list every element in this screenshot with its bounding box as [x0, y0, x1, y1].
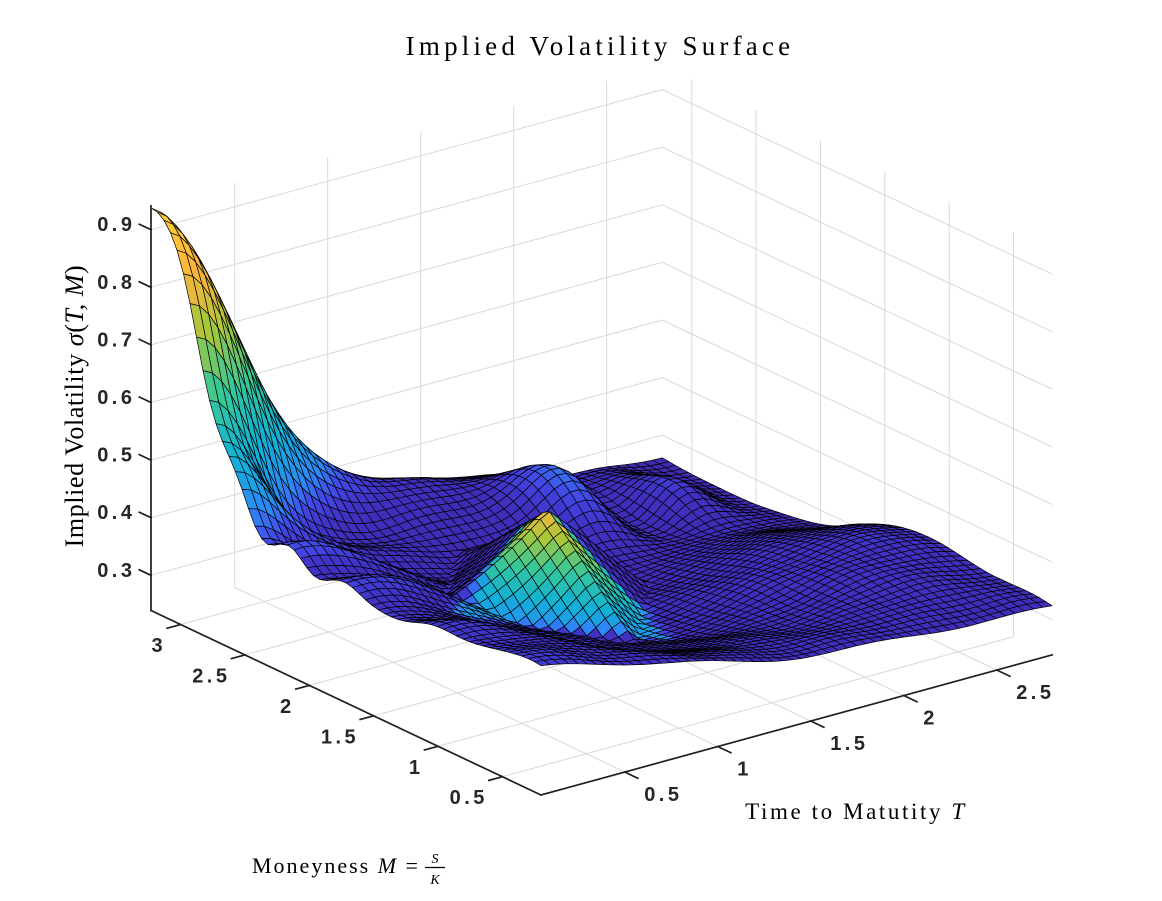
- svg-text:K: K: [429, 873, 440, 888]
- svg-text:Moneyness M =: Moneyness M =: [252, 853, 420, 878]
- svg-text:0.4: 0.4: [97, 502, 135, 524]
- svg-text:0.8: 0.8: [97, 272, 135, 294]
- svg-text:Implied Volatility Surface: Implied Volatility Surface: [406, 31, 795, 61]
- svg-text:0.5: 0.5: [644, 784, 682, 806]
- svg-text:Implied Volatility σ(T, M): Implied Volatility σ(T, M): [60, 265, 89, 548]
- svg-text:S: S: [432, 852, 439, 867]
- svg-text:0.5: 0.5: [97, 445, 135, 467]
- svg-text:0.9: 0.9: [97, 214, 135, 236]
- svg-text:0.3: 0.3: [97, 560, 135, 582]
- svg-text:1: 1: [409, 757, 424, 779]
- svg-text:0.7: 0.7: [97, 329, 135, 351]
- svg-text:Time to Matutity T: Time to Matutity T: [745, 799, 967, 824]
- svg-text:0.6: 0.6: [97, 387, 135, 409]
- svg-text:1.5: 1.5: [830, 733, 868, 755]
- svg-text:1: 1: [737, 759, 752, 781]
- svg-text:2: 2: [280, 696, 295, 718]
- svg-text:2.5: 2.5: [1016, 682, 1054, 704]
- svg-text:2: 2: [923, 708, 938, 730]
- svg-text:0.5: 0.5: [450, 787, 488, 809]
- svg-text:1.5: 1.5: [321, 726, 359, 748]
- svg-text:2.5: 2.5: [192, 665, 230, 687]
- svg-text:3: 3: [151, 635, 166, 657]
